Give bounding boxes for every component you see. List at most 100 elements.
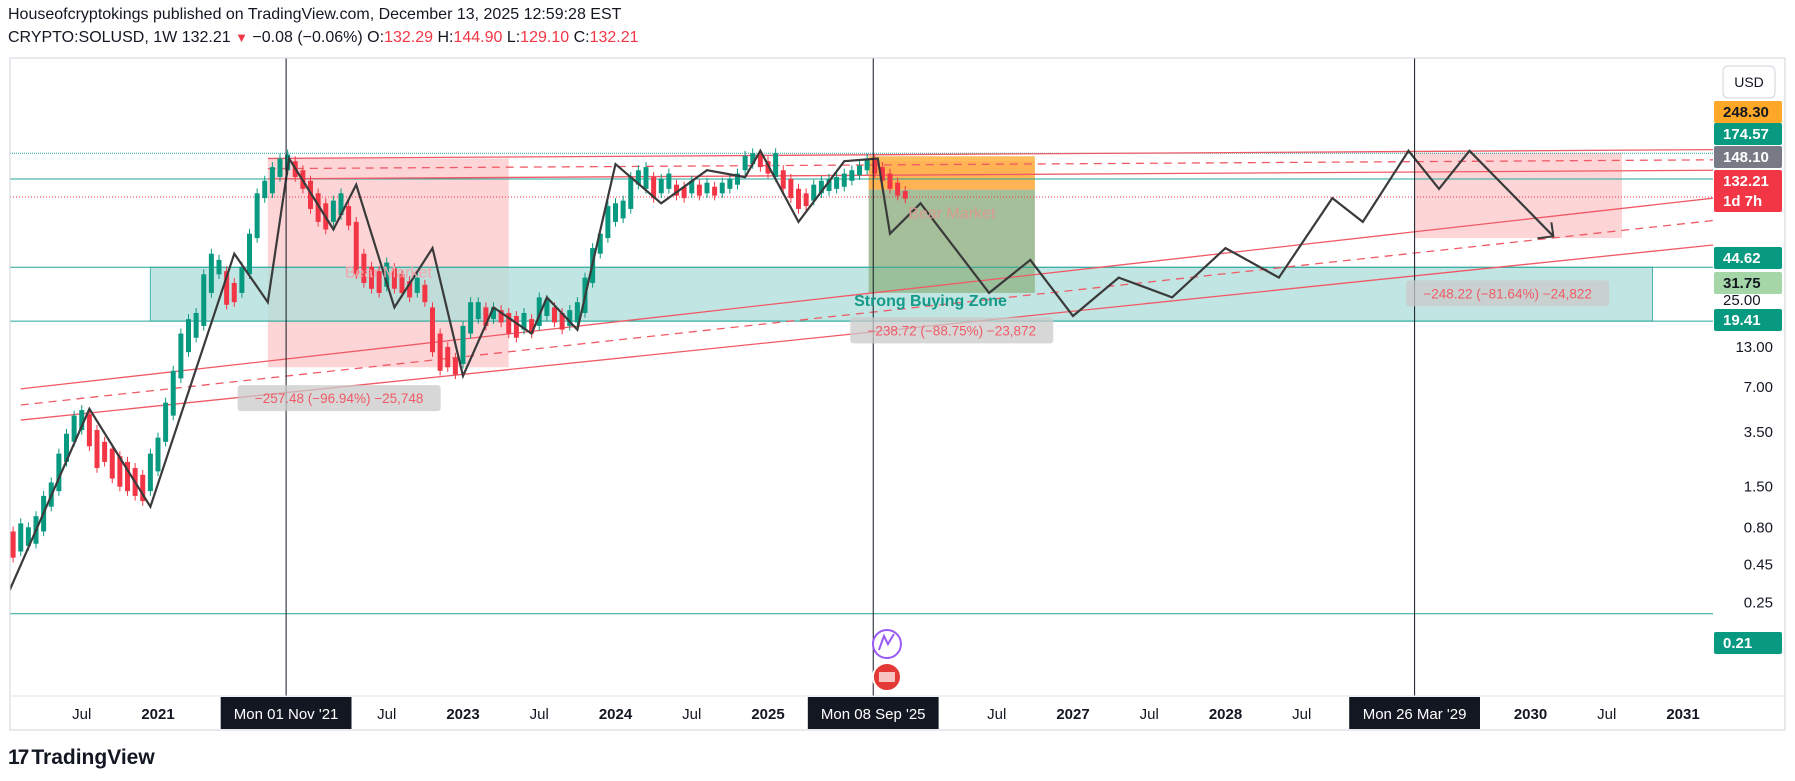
candle-body (94, 430, 100, 469)
target-box (868, 156, 1035, 190)
price-tag-label: 44.62 (1723, 250, 1761, 267)
candle-body (269, 167, 275, 194)
strong-buying-zone-label: Strong Buying Zone (854, 293, 1007, 310)
y-tick-label: 0.45 (1744, 556, 1773, 573)
candle-body (887, 173, 893, 189)
price-tag-label: 19.41 (1723, 312, 1761, 329)
candle-body (239, 266, 245, 293)
candle-body (56, 453, 62, 492)
bear-measure-2: −238.72 (−88.75%) −23,872 (868, 323, 1037, 338)
price-tag-bg (1714, 101, 1782, 123)
candle-body (574, 302, 580, 323)
x-tick-label: 2024 (599, 706, 633, 723)
close-value: 132.21 (589, 29, 639, 46)
x-tick-label: 2027 (1056, 706, 1089, 723)
x-tick-label: Jul (1292, 706, 1311, 723)
candle-body (178, 333, 184, 379)
channel-upper-line (20, 197, 1713, 390)
candle-body (895, 182, 901, 196)
stop-box (868, 189, 1035, 293)
price-tag-label: 248.30 (1723, 104, 1769, 121)
candle-body (64, 433, 69, 462)
candle-body (437, 333, 443, 371)
last-price: 132.21 (181, 29, 231, 46)
candle-body (491, 307, 496, 320)
candle-body (620, 200, 626, 219)
candle-body (117, 456, 123, 487)
candle-body (170, 370, 176, 416)
crosshair-layer (285, 58, 1416, 696)
candle-body (25, 527, 31, 546)
candle-body (247, 233, 252, 275)
candle-body (666, 173, 672, 189)
price-tag-bg (1714, 632, 1782, 654)
crosshair-date-label: Mon 01 Nov '21 (234, 706, 339, 723)
x-tick-label: Jul (72, 706, 91, 723)
candle-body (445, 347, 451, 368)
candle-body (696, 184, 702, 196)
flag-stripes-icon (878, 672, 895, 682)
symbol-info-bar: CRYPTO:SOLUSD, 1W 132.21 ▼ −0.08 (−0.06%… (8, 29, 639, 47)
candle-body (651, 177, 657, 199)
currency-button (1722, 65, 1776, 99)
candle-body (864, 158, 870, 171)
candle-body (330, 200, 336, 222)
candle-body (201, 274, 207, 326)
projection-path (10, 148, 1555, 593)
projection-arrow-icon (1537, 222, 1555, 240)
candle-body (719, 182, 725, 194)
high-label: H: (437, 29, 454, 46)
candle-body (872, 159, 878, 174)
candle-body (879, 167, 885, 181)
candle-body (468, 302, 474, 334)
resistance-upper-line (267, 149, 1713, 160)
candle-body (414, 277, 420, 293)
candle-body (765, 161, 771, 174)
candle-body (712, 186, 718, 196)
x-tick-label: Jul (682, 706, 701, 723)
candle-body (391, 268, 397, 289)
candle-body (399, 274, 405, 293)
candle-body (430, 307, 435, 353)
candle-body (125, 461, 130, 492)
candle-body (635, 170, 641, 185)
candle-body (826, 178, 832, 192)
candle-body (3, 520, 8, 552)
price-tag-bg (1714, 272, 1782, 294)
candle-body (834, 177, 840, 189)
candle-body (750, 153, 756, 165)
candle-body (902, 191, 908, 199)
candle-body (780, 170, 786, 189)
y-tick-label: 0.25 (1744, 595, 1773, 612)
channel-mid-line (20, 219, 1713, 406)
candle-body (254, 193, 260, 239)
brand-name: TradingView (31, 746, 155, 769)
candle-body (773, 153, 779, 178)
x-tick-label: Jul (530, 706, 549, 723)
price-tag-label: 174.57 (1723, 126, 1769, 143)
candle-body (376, 271, 382, 293)
candle-body (147, 453, 153, 492)
x-tick-label: Jul (987, 706, 1006, 723)
price-change: −0.08 (−0.06%) (252, 29, 363, 46)
candle-body (208, 253, 214, 293)
candle-body (79, 410, 85, 431)
x-tick-label: 2021 (141, 706, 174, 723)
candles-layer (3, 148, 908, 563)
y-tick-label: 13.00 (1735, 339, 1773, 356)
axes-layer: Jul 2021 Jul 2023 Jul 2024 Jul 2025 Jul 2027 Jul 20… (9, 57, 1786, 731)
symbol-name[interactable]: CRYPTO:SOLUSD, 1W (8, 29, 178, 46)
candle-body (216, 259, 222, 275)
publish-info: Houseofcryptokings published on TradingV… (8, 6, 622, 23)
tradingview-logo[interactable]: 17 TradingView (8, 746, 155, 770)
candle-body (857, 165, 862, 176)
candle-body (71, 415, 77, 442)
countdown-label: 1d 7h (1723, 193, 1762, 210)
candle-body (452, 357, 458, 375)
candle-body (536, 297, 542, 326)
price-tag-bg (1714, 123, 1782, 145)
candle-body (544, 299, 550, 316)
x-tick-label: 2023 (446, 706, 479, 723)
bear-measure-1: −257.48 (−96.94%) −25,748 (255, 391, 424, 406)
